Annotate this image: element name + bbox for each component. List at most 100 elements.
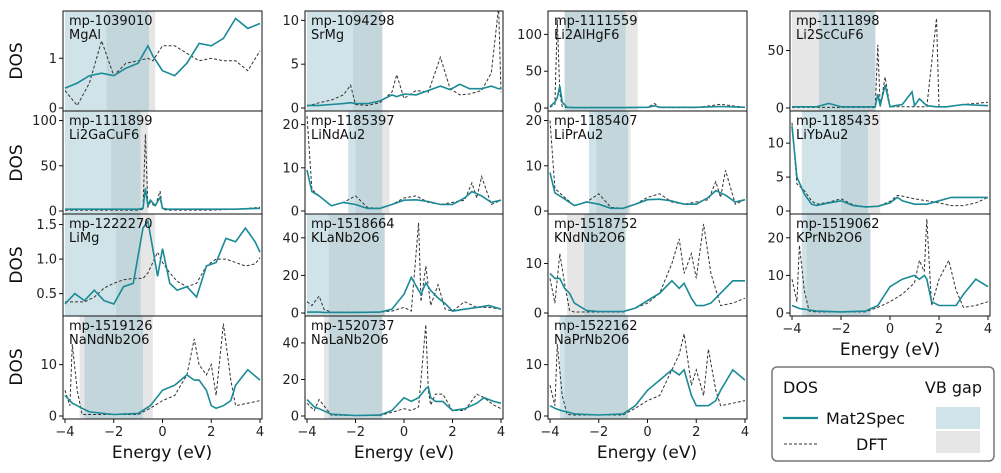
- y-tick-label: 0: [534, 410, 542, 425]
- x-axis-title-col2: Energy (eV): [354, 443, 454, 463]
- x-tick-label: 0: [400, 425, 408, 440]
- y-tick-label: 20: [282, 373, 299, 388]
- dft-curve: [306, 11, 502, 107]
- y-tick-label: 0.5: [36, 287, 57, 302]
- mat2spec-curve: [307, 275, 502, 314]
- x-tick-label: 2: [935, 322, 943, 337]
- panel-material-id: mp-1522162: [554, 319, 638, 334]
- vb-gap-overlap: [353, 11, 383, 111]
- panel-material-id: mp-1039010: [69, 14, 153, 29]
- x-tick-label: −4: [297, 425, 316, 440]
- vb-gap-overlap: [355, 111, 383, 214]
- panel-formula: Li2AlHgF6: [554, 28, 619, 43]
- mat2spec-curve: [306, 385, 502, 417]
- y-tick-label: 20: [282, 269, 299, 284]
- panel-formula: NaPrNb2O6: [554, 333, 629, 348]
- x-tick-label: −2: [589, 425, 608, 440]
- mat2spec-curve: [306, 169, 502, 210]
- mat2spec-curve: [64, 368, 261, 416]
- panel-material-id: mp-1519126: [69, 319, 153, 334]
- x-tick-label: −2: [104, 425, 123, 440]
- y-tick-label: 1.0: [36, 253, 57, 268]
- dft-curve: [549, 223, 746, 313]
- mat2spec-curve: [549, 172, 746, 210]
- y-tick-label: 10: [525, 257, 542, 272]
- y-tick-label: 20: [282, 118, 299, 133]
- panel-formula: LiYbAu2: [796, 128, 848, 143]
- vb-gap-overlap: [111, 111, 141, 214]
- y-tick-label: 40: [282, 336, 299, 351]
- legend-vb-gap-mat2spec-swatch: [936, 407, 980, 429]
- panel-formula: Li2GaCuF6: [69, 128, 139, 143]
- x-axis-title-col1: Energy (eV): [112, 443, 212, 463]
- y-tick-label: 0: [49, 205, 57, 220]
- y-tick-label: 20: [525, 114, 542, 129]
- panel-formula: LiPrAu2: [554, 128, 603, 143]
- x-tick-label: 4: [256, 425, 264, 440]
- y-tick-label: 0: [291, 102, 299, 117]
- legend-mat2spec-label: Mat2Spec: [826, 409, 905, 428]
- x-tick-label: 4: [497, 425, 505, 440]
- mat2spec-curve: [65, 188, 261, 210]
- dft-curve: [65, 251, 261, 303]
- panel-material-id: mp-1518664: [311, 217, 395, 232]
- legend-vb-gap-dft-swatch: [936, 431, 980, 453]
- y-tick-label: 10: [282, 161, 299, 176]
- y-tick-label: 1: [49, 52, 57, 67]
- panel-material-id: mp-1185397: [311, 114, 395, 129]
- x-tick-label: −4: [540, 425, 559, 440]
- x-tick-label: 2: [692, 425, 700, 440]
- legend: DOS VB gap Mat2Spec DFT: [771, 366, 995, 462]
- x-tick-label: −4: [782, 322, 801, 337]
- y-tick-label: 0: [776, 307, 784, 322]
- y-tick-label: 10: [525, 358, 542, 373]
- y-tick-label: 0: [291, 410, 299, 425]
- x-tick-label: 0: [158, 425, 166, 440]
- mat2spec-curve: [307, 83, 501, 107]
- mat2spec-curve: [791, 274, 989, 313]
- panel-material-id: mp-1185407: [554, 114, 638, 129]
- y-tick-label: 10: [525, 159, 542, 174]
- y-tick-label: 100: [517, 28, 542, 43]
- vb-gap-overlap: [564, 316, 628, 419]
- mat2spec-curve: [64, 17, 261, 89]
- dft-curve: [64, 323, 261, 415]
- y-tick-label: 40: [282, 231, 299, 246]
- x-tick-label: 4: [741, 425, 749, 440]
- y-tick-label: 0: [49, 410, 57, 425]
- panel-material-id: mp-1185435: [796, 114, 880, 129]
- mat2spec-curve: [792, 84, 989, 108]
- y-tick-label: 5: [776, 171, 784, 186]
- x-tick-label: 0: [886, 322, 894, 337]
- vb-gap-overlap: [84, 316, 143, 419]
- panel-material-id: mp-1111898: [796, 14, 880, 29]
- x-axis-title-col4: Energy (eV): [840, 340, 940, 360]
- y-tick-label: 0: [291, 205, 299, 220]
- y-tick-label: 10: [40, 358, 57, 373]
- y-axis-title-row4: DOS: [7, 348, 27, 385]
- y-tick-label: 0: [776, 205, 784, 220]
- y-tick-label: 10: [767, 269, 784, 284]
- legend-header-dos: DOS: [783, 378, 818, 397]
- panel-formula: KPrNb2O6: [796, 231, 862, 246]
- panel-material-id: mp-1094298: [311, 14, 395, 29]
- legend-header-vb-gap: VB gap: [925, 378, 982, 397]
- panel-formula: KLaNb2O6: [311, 231, 380, 246]
- mat2spec-curve: [549, 368, 746, 416]
- panel-material-id: mp-1518752: [554, 217, 638, 232]
- mat2spec-curve: [64, 219, 261, 305]
- dft-curve: [64, 39, 261, 107]
- y-tick-label: 50: [525, 65, 542, 80]
- mat2spec-curve: [791, 126, 988, 208]
- vb-gap-overlap: [818, 11, 876, 111]
